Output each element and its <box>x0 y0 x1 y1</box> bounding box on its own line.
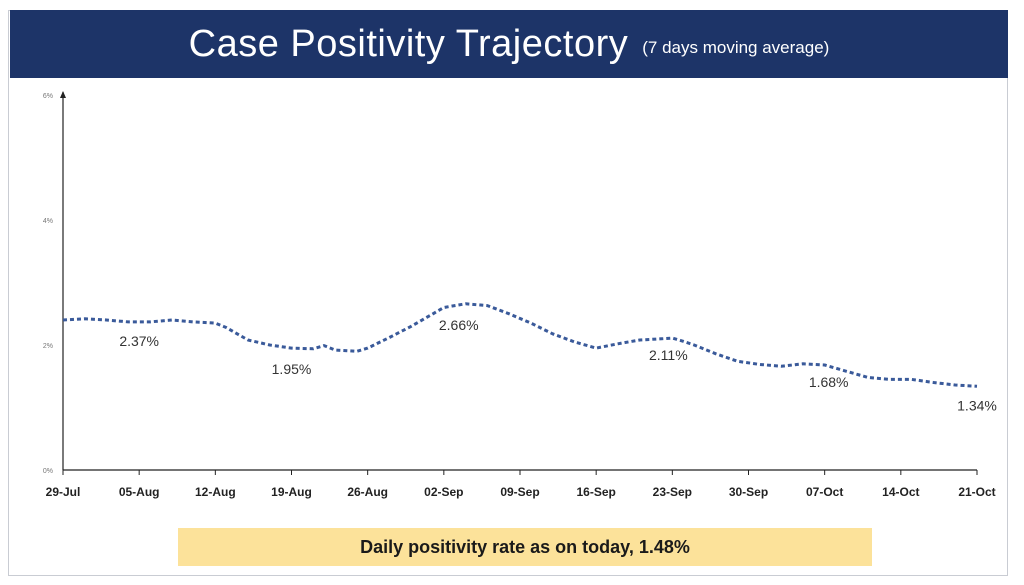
x-tick-label: 05-Aug <box>119 485 160 499</box>
x-tick-label: 14-Oct <box>882 485 919 499</box>
data-label: 1.95% <box>272 361 312 377</box>
positivity-banner: Daily positivity rate as on today, 1.48% <box>178 528 872 566</box>
y-tick-label: 0% <box>43 468 53 475</box>
x-tick-label: 23-Sep <box>653 485 692 499</box>
slide-frame <box>8 10 1008 576</box>
data-label: 2.11% <box>649 347 688 363</box>
banner-text: Daily positivity rate as on today, 1.48% <box>360 536 690 557</box>
x-tick-label: 02-Sep <box>424 485 463 499</box>
x-tick-label: 26-Aug <box>347 485 388 499</box>
chart-header: Case Positivity Trajectory (7 days movin… <box>10 10 1008 78</box>
x-tick-label: 12-Aug <box>195 485 236 499</box>
chart-subtitle: (7 days moving average) <box>642 38 830 57</box>
data-label: 2.66% <box>439 317 479 333</box>
x-tick-label: 07-Oct <box>806 485 843 499</box>
x-tick-label: 30-Sep <box>729 485 768 499</box>
x-tick-label: 16-Sep <box>576 485 615 499</box>
y-tick-label: 6% <box>43 93 53 100</box>
x-tick-label: 21-Oct <box>958 485 995 499</box>
x-tick-label: 19-Aug <box>271 485 312 499</box>
y-tick-label: 2% <box>43 343 53 350</box>
series-line <box>62 302 978 388</box>
chart-title: Case Positivity Trajectory <box>188 22 629 65</box>
y-axis-arrow <box>60 91 66 98</box>
x-tick-label: 29-Jul <box>46 485 81 499</box>
y-tick-label: 4% <box>43 218 53 225</box>
x-tick-label: 09-Sep <box>500 485 539 499</box>
data-label: 1.68% <box>809 374 849 390</box>
data-label: 1.34% <box>957 397 997 413</box>
data-label: 2.37% <box>119 333 159 349</box>
